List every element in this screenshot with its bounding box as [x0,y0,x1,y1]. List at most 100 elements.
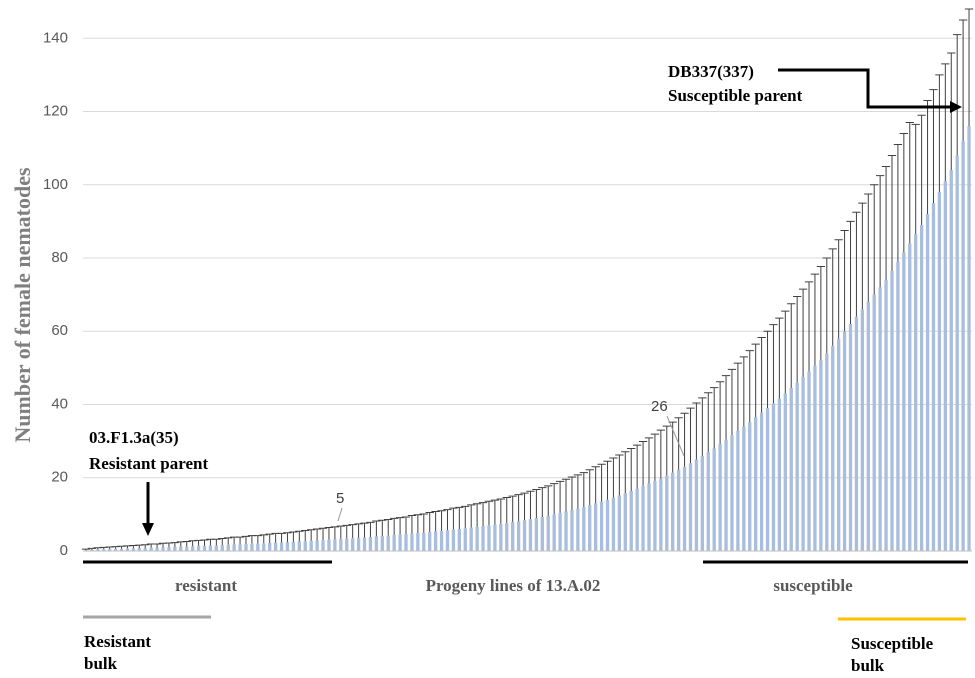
error-bar [656,429,665,479]
bar [540,516,544,551]
bar [831,345,835,551]
error-bar [105,546,114,550]
error-bar [395,517,405,535]
bar [487,525,491,551]
error-bar [152,543,162,548]
error-bar [721,375,731,440]
error-bar [111,546,120,549]
error-bar [787,303,796,389]
bar [593,503,598,551]
bar [617,495,622,551]
bar [908,243,912,552]
bar [576,508,580,551]
bar [653,481,657,551]
error-bar [739,356,748,427]
bar [623,493,627,551]
bar [712,448,716,551]
error-bar [318,527,328,541]
bar [860,309,865,551]
error-bar [834,239,843,339]
bar [238,544,242,551]
error-bar [846,220,855,324]
annotation: bulk [851,656,885,675]
bar [161,547,165,551]
error-bar [253,535,262,544]
bar [149,547,153,551]
bar [836,338,841,551]
bar [748,422,752,551]
bar [185,546,189,551]
error-bar [526,490,535,520]
error-bar [875,175,885,288]
bar [173,546,177,551]
bar [813,365,817,551]
bar [339,538,343,551]
annotation: Resistant [84,632,151,651]
error-bar [816,265,826,360]
y-tick-label: 0 [60,542,68,559]
bar [825,353,829,551]
error-bar [425,512,434,532]
error-bar [793,295,802,383]
bar [268,542,272,551]
error-bar [336,525,345,539]
error-bar [455,506,464,530]
bar [736,430,740,551]
error-bar [698,397,707,456]
bar [777,398,782,551]
error-bar [419,513,428,533]
bar [682,466,687,551]
bar [511,522,515,551]
bar [866,301,870,551]
bar [647,483,651,551]
bar [416,533,420,551]
error-bar [520,492,529,521]
error-bar [798,288,808,378]
error-bar [443,509,452,531]
error-bar [715,381,725,445]
error-bar [781,310,790,394]
error-bar [259,534,268,544]
bar [256,543,260,551]
bar [854,316,859,551]
error-bar [710,387,719,449]
y-tick-label: 140 [43,29,68,46]
annotation: 26 [651,398,668,415]
bar [528,519,533,551]
bar [119,548,124,551]
bar [611,497,616,551]
error-bar [615,454,624,496]
bar [599,501,604,551]
error-bar [733,362,743,431]
bar [226,544,230,551]
error-bar [591,466,600,504]
bar [202,545,207,551]
error-bar [538,487,547,517]
error-bar [887,154,897,271]
bar [327,539,331,551]
bar [789,388,793,551]
error-bar [81,548,91,551]
bar [167,547,171,551]
error-bar [893,144,903,262]
arrow-head [142,523,154,536]
bar [131,548,136,551]
group-label: Progeny lines of 13.A.02 [426,576,601,595]
error-bar [917,114,926,226]
error-bar [941,63,950,182]
bar [605,499,610,551]
annotation: bulk [84,654,118,673]
bar [451,529,456,551]
annotation: Susceptible parent [668,86,803,105]
error-bar [621,451,630,494]
error-bar [384,519,393,536]
error-bar [852,211,861,317]
error-bar [899,133,908,253]
error-bar [307,529,316,541]
error-bar [330,526,340,540]
bar [374,536,379,551]
group-label: susceptible [773,576,853,595]
bar [925,214,930,551]
bar [410,533,414,551]
